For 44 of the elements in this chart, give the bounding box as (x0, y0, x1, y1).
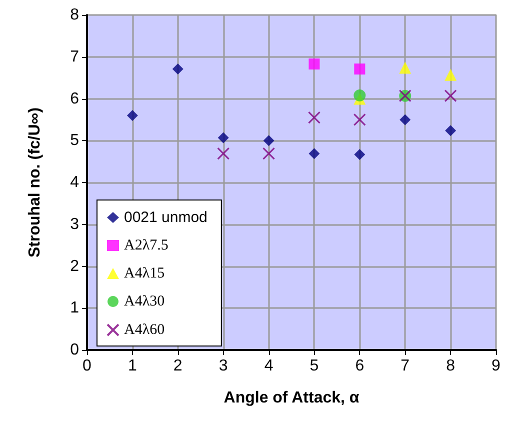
x-tick-label: 5 (310, 358, 319, 374)
legend-label: A4λ60 (124, 322, 165, 338)
y-tick-label: 7 (70, 48, 80, 66)
point (444, 90, 457, 102)
y-tick-label: 6 (70, 90, 80, 108)
point (399, 62, 412, 74)
x-tick-label: 0 (82, 358, 92, 374)
point (354, 64, 366, 75)
point (445, 125, 456, 136)
point (126, 110, 138, 121)
point (172, 64, 184, 75)
x-axis-title: Angle of Attack, α (224, 390, 360, 406)
x-tick-label: 7 (400, 358, 410, 374)
x-tick-label: 6 (355, 358, 364, 374)
x-tick-label: 1 (128, 358, 137, 374)
point (308, 111, 321, 124)
x-tick-label: 3 (218, 358, 228, 374)
x-tick-label: 4 (264, 358, 274, 374)
y-tick-label: 3 (70, 216, 80, 233)
y-tick-label: 8 (70, 6, 80, 24)
x-tick-label: 8 (446, 358, 456, 374)
point (308, 58, 320, 70)
legend-label: 0021 unmod (124, 209, 208, 226)
point (262, 147, 276, 160)
legend-label: A4λ30 (124, 294, 165, 310)
point (400, 114, 411, 126)
x-tick-label: 2 (173, 358, 182, 374)
point (353, 113, 366, 126)
point (354, 89, 366, 102)
point (444, 68, 457, 81)
point (217, 147, 230, 160)
y-tick-label: 4 (70, 174, 80, 191)
point (354, 148, 366, 160)
point (263, 135, 274, 146)
legend-label: A2λ7.5 (124, 238, 168, 254)
y-tick-label: 0 (70, 342, 80, 358)
legend-label: A4λ15 (124, 266, 165, 282)
point (308, 148, 320, 160)
y-tick-label: 1 (70, 300, 80, 317)
x-tick-label: 9 (492, 358, 501, 374)
y-tick-label: 5 (70, 132, 80, 150)
y-tick-label: 2 (70, 258, 80, 275)
y-axis-title: Strouhal no. (fc/U∞) (26, 107, 44, 258)
point (218, 132, 229, 144)
